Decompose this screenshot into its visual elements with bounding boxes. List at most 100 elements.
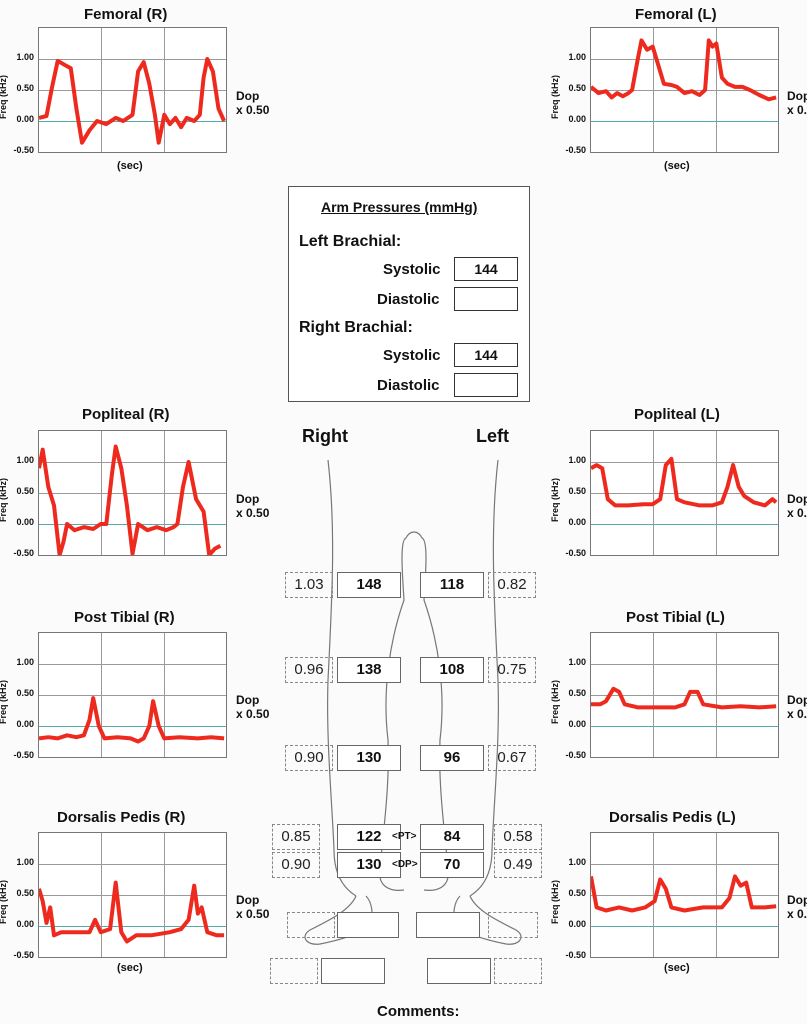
grid-line xyxy=(101,431,103,555)
y-tick-label: -0.50 xyxy=(565,950,586,960)
femoral-r-waveform xyxy=(39,57,226,145)
waveform-trace xyxy=(591,38,777,102)
waveform-trace xyxy=(39,696,225,744)
grid-line xyxy=(101,833,103,957)
y-axis-label: Freq (kHz) xyxy=(0,879,8,924)
grid-line xyxy=(163,633,165,757)
dorsalis-pedis-l-title: Dorsalis Pedis (L) xyxy=(609,809,736,826)
y-tick-label: 0.50 xyxy=(568,486,586,496)
popliteal-l-waveform xyxy=(591,456,778,508)
y-tick-label: 1.00 xyxy=(16,657,34,667)
right-diastolic-label: Diastolic xyxy=(377,377,440,394)
femoral-l-waveform xyxy=(591,38,777,102)
grid-line xyxy=(39,462,226,463)
y-axis-label: Freq (kHz) xyxy=(550,879,560,924)
dop-scale-value: x 0.50 xyxy=(787,907,807,921)
dop-label: Dop xyxy=(787,893,807,907)
dorsalis-pedis-r-plot xyxy=(38,832,227,958)
grid-line xyxy=(715,28,717,152)
left-abi-index: 0.82 xyxy=(488,572,536,598)
grid-line xyxy=(715,833,717,957)
post-tibial-r-plot xyxy=(38,632,227,758)
arm-pressures-title: Arm Pressures (mmHg) xyxy=(321,199,478,215)
dop-scale-value: x 0.50 xyxy=(787,707,807,721)
femoral-r-plot xyxy=(38,27,227,153)
right-systolic-label: Systolic xyxy=(383,347,441,364)
dorsalis-pedis-l-waveform xyxy=(591,874,777,913)
grid-line xyxy=(101,28,103,152)
y-axis-label: Freq (kHz) xyxy=(550,679,560,724)
y-tick-label: 0.50 xyxy=(16,486,34,496)
grid-line xyxy=(591,462,778,463)
y-tick-label: 0.00 xyxy=(16,114,34,124)
y-tick-label: -0.50 xyxy=(13,950,34,960)
arm-pressures-box: Arm Pressures (mmHg) Left Brachial: Syst… xyxy=(288,186,530,402)
grid-line xyxy=(715,431,717,555)
grid-line xyxy=(591,524,778,525)
popliteal-l-title: Popliteal (L) xyxy=(634,406,720,423)
dop-scale-value: x 0.50 xyxy=(236,103,270,117)
y-tick-label: -0.50 xyxy=(13,750,34,760)
y-tick-label: 0.50 xyxy=(568,888,586,898)
left-systolic-label: Systolic xyxy=(383,261,441,278)
y-tick-label: 0.00 xyxy=(568,919,586,929)
left-diastolic-value xyxy=(454,287,518,311)
empty-box-right-pressure-1 xyxy=(337,912,399,938)
empty-box-right-index-1 xyxy=(287,912,335,938)
artery-tag: <DP> xyxy=(392,859,418,870)
y-tick-label: -0.50 xyxy=(13,145,34,155)
x-axis-label: (sec) xyxy=(664,962,690,974)
comments-label: Comments: xyxy=(377,1003,460,1020)
y-tick-label: 0.50 xyxy=(568,83,586,93)
left-segment-pressure: 84 xyxy=(420,824,484,850)
grid-line xyxy=(39,90,226,91)
y-tick-label: 0.00 xyxy=(568,114,586,124)
grid-line xyxy=(591,664,778,665)
post-tibial-r-dop-scale: Dop x 0.50 xyxy=(236,693,269,721)
grid-line xyxy=(715,633,717,757)
popliteal-r-dop-scale: Dop x 0.50 xyxy=(236,492,269,520)
right-brachial-label: Right Brachial: xyxy=(299,319,413,336)
y-axis-label: Freq (kHz) xyxy=(0,74,8,119)
grid-line xyxy=(591,121,778,122)
dop-label: Dop xyxy=(787,492,807,506)
right-diastolic-value xyxy=(454,373,518,397)
left-segment-pressure: 96 xyxy=(420,745,484,771)
y-tick-label: 1.00 xyxy=(16,52,34,62)
dop-scale-value: x 0.50 xyxy=(787,103,807,117)
artery-tag: <PT> xyxy=(392,831,417,842)
grid-line xyxy=(39,726,226,727)
femoral-l-plot xyxy=(590,27,779,153)
y-tick-label: 0.00 xyxy=(568,517,586,527)
y-axis-label: Freq (kHz) xyxy=(550,74,560,119)
empty-box-left-index-1 xyxy=(488,912,538,938)
left-abi-index: 0.75 xyxy=(488,657,536,683)
waveform-trace xyxy=(591,686,777,710)
left-segment-pressure: 70 xyxy=(420,852,484,878)
popliteal-l-plot xyxy=(590,430,779,556)
grid-line xyxy=(591,493,778,494)
left-brachial-label: Left Brachial: xyxy=(299,233,402,250)
dop-label: Dop xyxy=(787,693,807,707)
y-tick-label: -0.50 xyxy=(565,548,586,558)
grid-line xyxy=(39,695,226,696)
y-tick-label: 1.00 xyxy=(16,857,34,867)
legs-outline xyxy=(304,459,522,945)
waveform-trace xyxy=(591,456,778,508)
grid-line xyxy=(39,864,226,865)
x-axis-label: (sec) xyxy=(117,962,143,974)
right-abi-index: 0.90 xyxy=(272,852,320,878)
grid-line xyxy=(163,431,165,555)
grid-line xyxy=(39,121,226,122)
y-axis-label: Freq (kHz) xyxy=(550,477,560,522)
y-tick-label: -0.50 xyxy=(13,548,34,558)
dop-label: Dop xyxy=(236,893,260,907)
femoral-r-dop-scale: Dop x 0.50 xyxy=(236,89,269,117)
left-leg-label: Left xyxy=(476,426,509,446)
right-abi-index: 1.03 xyxy=(285,572,333,598)
empty-box-left-pressure-2 xyxy=(427,958,491,984)
x-axis-label: (sec) xyxy=(117,160,143,172)
